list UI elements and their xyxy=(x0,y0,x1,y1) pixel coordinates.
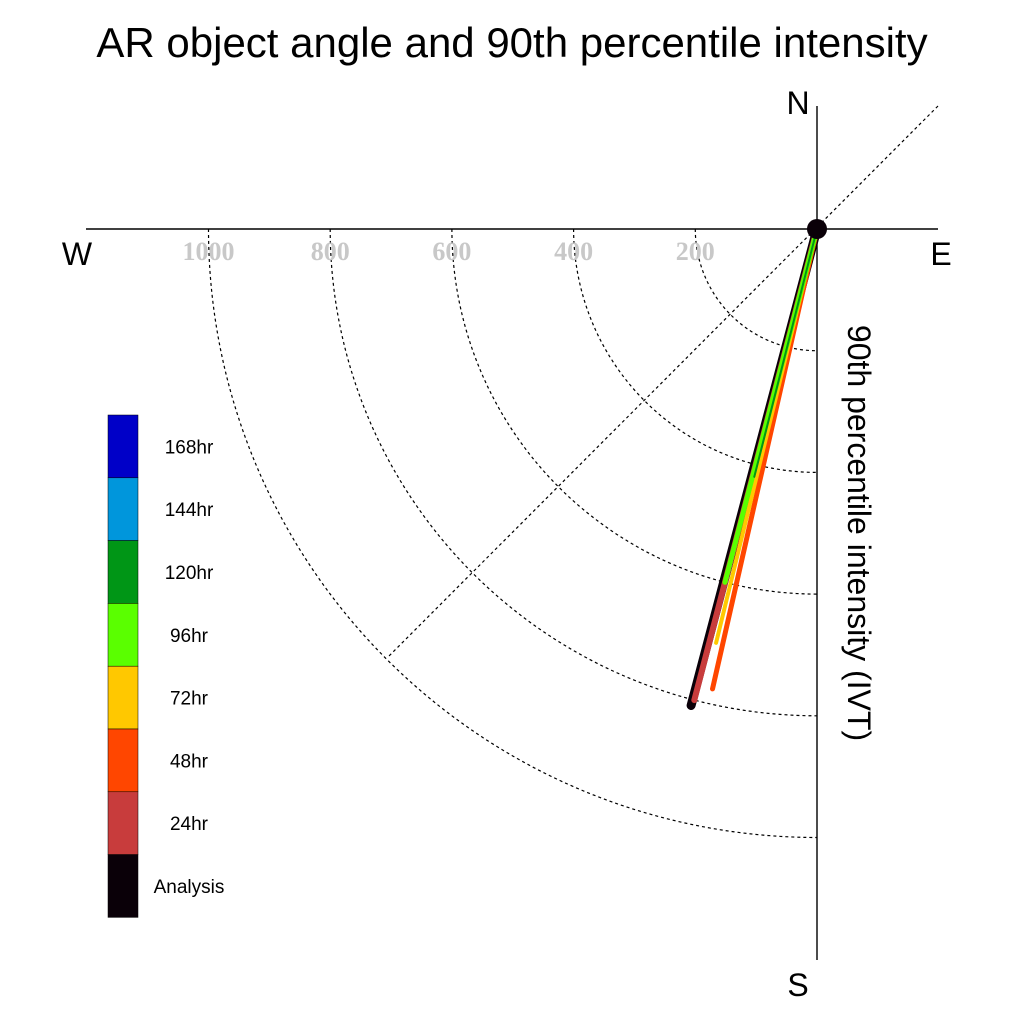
range-rings xyxy=(207,228,818,839)
range-ring-800 xyxy=(329,228,818,717)
diagonal-reference-line xyxy=(386,105,939,659)
east-label: E xyxy=(930,236,951,272)
legend-label: 168hr xyxy=(165,437,214,458)
radial-tick-label: 400 xyxy=(554,237,593,266)
radial-tick-label: 1000 xyxy=(183,237,235,266)
origin-marker xyxy=(807,219,827,239)
intensity-axis-title: 90th percentile intensity (IVT) xyxy=(841,325,877,741)
radial-tick-labels: 200 400 600 800 1000 xyxy=(183,237,715,266)
chart-title: AR object angle and 90th percentile inte… xyxy=(96,19,927,66)
vector-120hr xyxy=(753,228,818,478)
legend-swatch xyxy=(107,414,139,479)
legend-label: Analysis xyxy=(154,877,225,898)
legend-swatch xyxy=(107,665,139,730)
legend-swatch xyxy=(107,791,139,855)
lead-time-legend: 168hr 144hr 120hr 96hr 72hr 48hr 24hr Analysis xyxy=(107,414,225,918)
radial-tick-label: 800 xyxy=(311,237,350,266)
south-label: S xyxy=(787,967,808,1003)
range-ring-200 xyxy=(694,228,818,352)
legend-swatch xyxy=(107,540,139,604)
legend-label: 24hr xyxy=(170,814,209,835)
radial-tick-label: 200 xyxy=(676,237,715,266)
west-label: W xyxy=(62,236,93,272)
legend-swatch xyxy=(107,477,139,541)
range-ring-1000 xyxy=(207,228,818,839)
legend-swatch xyxy=(107,603,139,667)
legend-swatch xyxy=(107,854,139,918)
legend-label: 72hr xyxy=(170,689,209,710)
radial-tick-label: 600 xyxy=(432,237,471,266)
legend-swatch xyxy=(107,728,139,793)
range-ring-600 xyxy=(451,228,818,595)
vector-lines xyxy=(686,224,822,710)
legend-label: 48hr xyxy=(170,751,209,772)
legend-label: 96hr xyxy=(170,626,209,647)
legend-label: 120hr xyxy=(165,563,214,584)
legend-label: 144hr xyxy=(165,500,214,521)
north-label: N xyxy=(786,85,809,121)
